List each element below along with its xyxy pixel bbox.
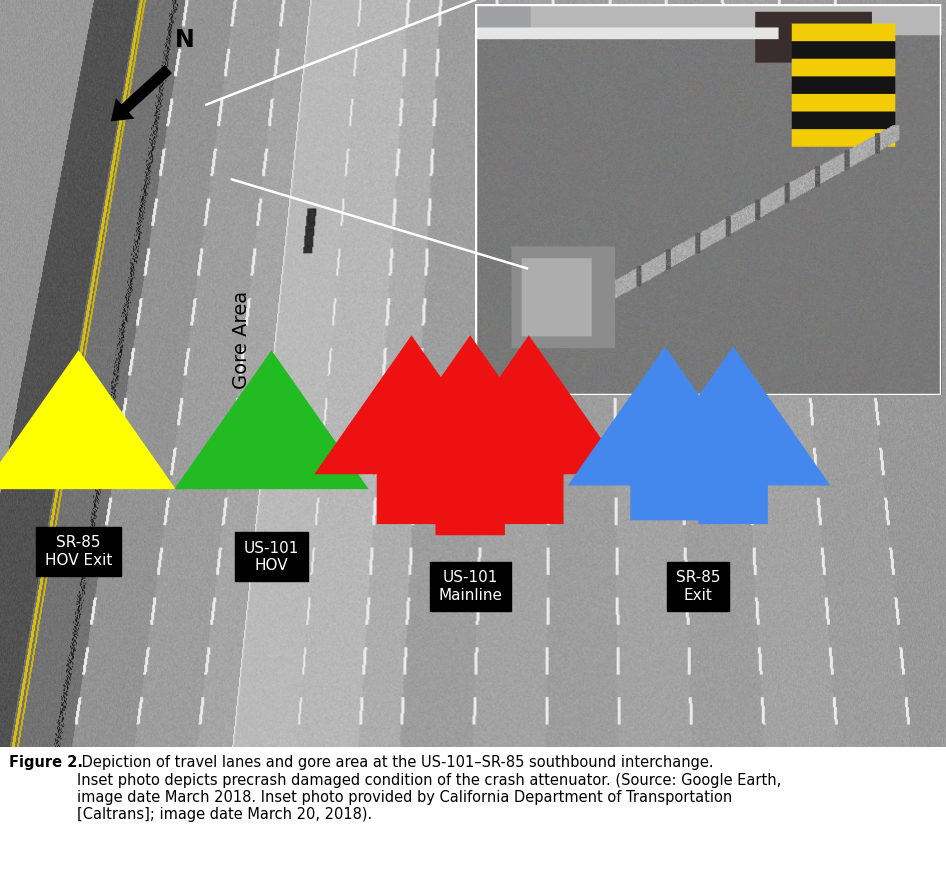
Text: US-101
Mainline: US-101 Mainline <box>438 571 502 603</box>
Text: Figure 2.: Figure 2. <box>9 755 83 770</box>
Text: N: N <box>175 28 194 52</box>
Text: Gore Area: Gore Area <box>232 291 251 389</box>
Text: US-101
HOV: US-101 HOV <box>244 540 299 573</box>
Text: Depiction of travel lanes and gore area at the US-101–SR-85 southbound interchan: Depiction of travel lanes and gore area … <box>78 755 781 822</box>
Text: SR-85
Exit: SR-85 Exit <box>675 571 721 603</box>
FancyArrowPatch shape <box>111 65 172 121</box>
Text: SR-85
HOV Exit: SR-85 HOV Exit <box>44 535 113 568</box>
